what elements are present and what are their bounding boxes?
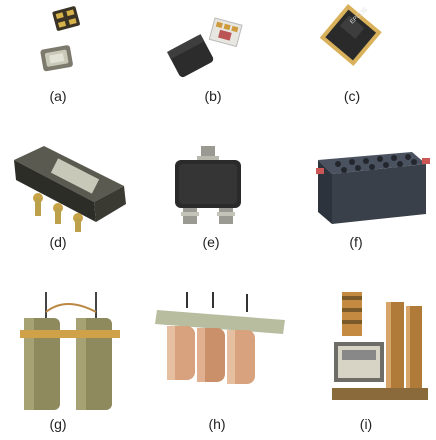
tunable-filter-image [316, 152, 430, 224]
panel-b: (b) [145, 0, 290, 146]
cylindrical-cavity-image [20, 292, 120, 410]
cavity-filter-box-image [14, 146, 126, 232]
panel-label: (h) [208, 416, 226, 432]
panel-label: (g) [49, 416, 67, 432]
smd-chip-image [40, 6, 80, 72]
panel-label: (i) [359, 416, 373, 432]
panel-label: (f) [349, 234, 363, 250]
splitter-image [175, 146, 241, 224]
copper-cavity-image [155, 292, 285, 384]
panel-c: EPCOS (c) [290, 0, 435, 146]
panel-g: (g) [0, 292, 145, 438]
panel-e: (e) [145, 146, 290, 292]
panel-a: (a) [0, 0, 145, 146]
panel-label: (a) [49, 88, 67, 104]
panel-label: (c) [343, 88, 361, 104]
packaged-chip-image: EPCOS [319, 4, 382, 66]
panel-d: (d) [0, 146, 145, 292]
panel-i: (i) [290, 292, 435, 438]
panel-h: (h) [145, 292, 290, 438]
panel-label: (d) [49, 234, 67, 250]
smd-filter-image [167, 17, 243, 78]
gold-cavity-assembly-image [332, 292, 428, 400]
panel-label: (b) [204, 88, 222, 104]
panel-f: (f) [290, 146, 435, 292]
panel-label: (e) [202, 234, 220, 250]
